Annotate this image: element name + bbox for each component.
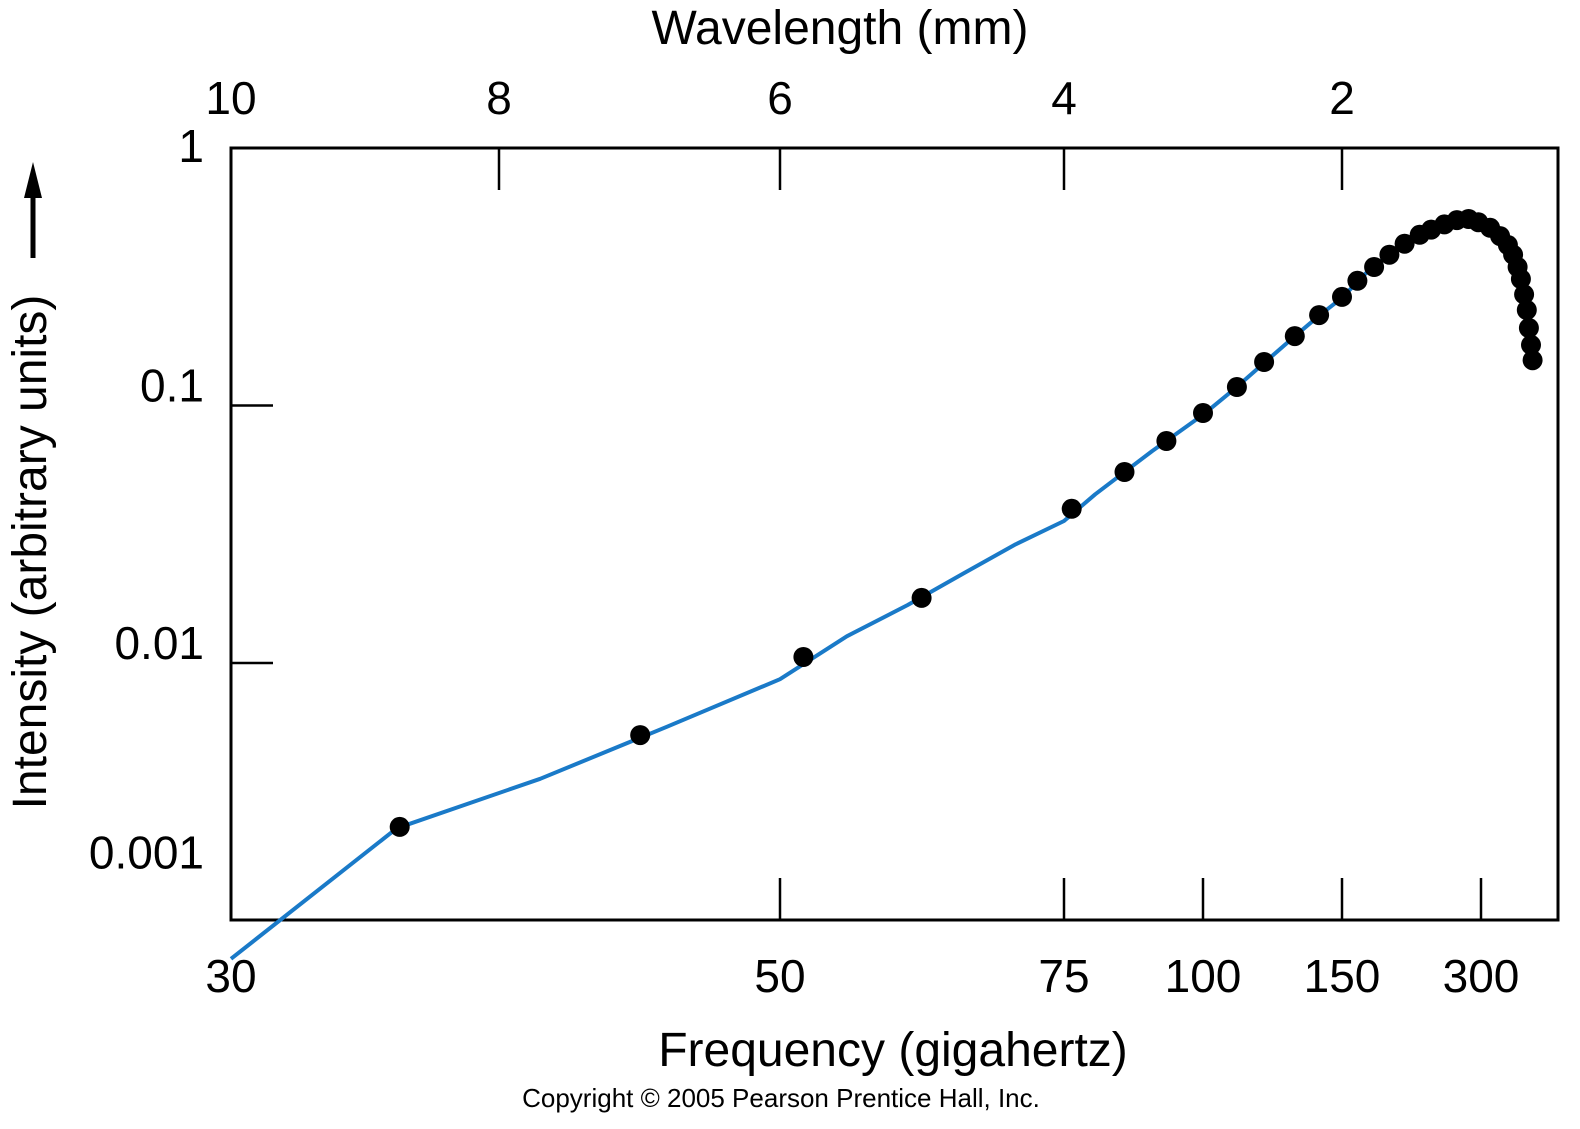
ticks-layer <box>231 148 1483 920</box>
data-point <box>630 725 651 746</box>
data-point <box>1284 326 1305 347</box>
data-point <box>1254 352 1275 372</box>
y-axis-title: Intensity (arbitrary units) <box>4 295 57 810</box>
data-point <box>1347 270 1368 291</box>
x2-axis-title: Wavelength (mm) <box>652 2 1029 55</box>
plot-frame <box>229 146 1560 922</box>
x2-tick-label: 6 <box>767 72 793 124</box>
data-point <box>1061 498 1082 519</box>
x-tick-label: 100 <box>1165 950 1242 1002</box>
x2-tick-label: 10 <box>205 72 256 124</box>
data-point <box>1518 318 1539 338</box>
data-points-layer <box>389 209 1543 837</box>
y-tick-label: 0.01 <box>114 617 204 669</box>
data-point <box>1309 305 1330 326</box>
data-point <box>1394 233 1415 254</box>
data-point <box>1379 244 1400 265</box>
y-tick-label: 0.1 <box>140 360 204 412</box>
x-tick-label: 50 <box>754 950 805 1002</box>
x2-tick-label: 2 <box>1329 72 1355 124</box>
data-point <box>1193 403 1213 423</box>
y-tick-label: 1 <box>178 120 204 172</box>
data-point <box>1522 350 1543 371</box>
tick-labels-layer: 30 50 75 100 150 300 10 8 6 4 2 1 0.1 0.01 0.001 <box>89 72 1520 1002</box>
data-point <box>911 587 932 608</box>
data-point <box>1510 269 1531 289</box>
x-tick-label: 150 <box>1304 950 1381 1002</box>
x-axis-title: Frequency (gigahertz) <box>658 1024 1128 1077</box>
data-point <box>1156 431 1177 451</box>
x-tick-label: 75 <box>1038 950 1089 1002</box>
y-tick-label: 0.001 <box>89 827 204 879</box>
x2-tick-label: 4 <box>1051 72 1077 124</box>
data-point <box>1516 300 1537 320</box>
fit-line-layer <box>229 216 1535 961</box>
copyright-text: Copyright © 2005 Pearson Prentice Hall, … <box>522 1083 1040 1113</box>
data-point <box>1114 462 1135 482</box>
x-tick-label: 30 <box>205 950 256 1002</box>
data-point <box>1364 257 1385 277</box>
data-point <box>389 816 410 837</box>
data-point <box>1514 284 1535 305</box>
data-point <box>1521 334 1541 355</box>
fit-curve <box>229 216 1535 961</box>
plot-border <box>229 146 1560 922</box>
x-tick-label: 300 <box>1443 950 1520 1002</box>
x2-tick-label: 8 <box>486 72 512 124</box>
data-point <box>1332 286 1352 307</box>
data-point <box>1226 377 1247 397</box>
arrow-up-icon <box>24 162 42 258</box>
data-point <box>793 647 814 667</box>
